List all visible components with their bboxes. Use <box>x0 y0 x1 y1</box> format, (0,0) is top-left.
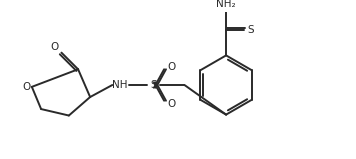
Text: O: O <box>167 62 176 72</box>
Text: O: O <box>22 82 30 92</box>
Text: NH₂: NH₂ <box>216 0 236 9</box>
Text: S: S <box>151 80 157 90</box>
Text: O: O <box>50 42 58 52</box>
Text: O: O <box>167 99 176 108</box>
Text: NH: NH <box>112 80 127 90</box>
Text: S: S <box>248 24 255 35</box>
